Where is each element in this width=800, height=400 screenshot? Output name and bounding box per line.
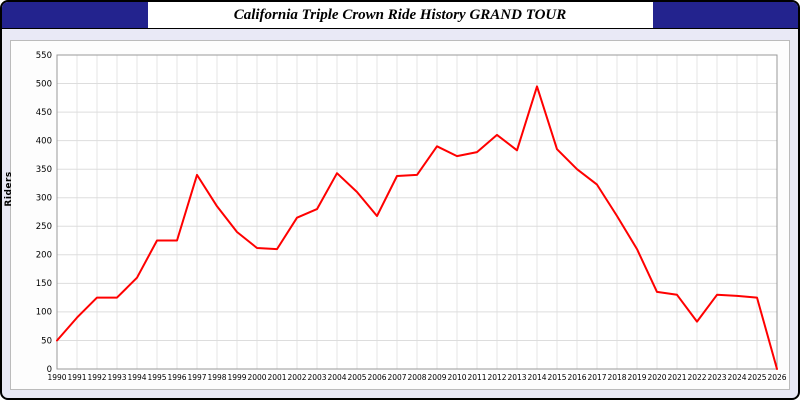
svg-text:2023: 2023 bbox=[707, 373, 726, 382]
svg-text:2012: 2012 bbox=[487, 373, 506, 382]
svg-text:1997: 1997 bbox=[187, 373, 206, 382]
svg-text:2024: 2024 bbox=[727, 373, 746, 382]
svg-text:2007: 2007 bbox=[387, 373, 406, 382]
svg-text:1990: 1990 bbox=[47, 373, 66, 382]
svg-text:2021: 2021 bbox=[667, 373, 686, 382]
svg-text:2013: 2013 bbox=[507, 373, 526, 382]
svg-text:2025: 2025 bbox=[747, 373, 766, 382]
svg-text:2011: 2011 bbox=[467, 373, 486, 382]
svg-text:100: 100 bbox=[36, 308, 52, 318]
page-title: California Triple Crown Ride History GRA… bbox=[233, 6, 567, 23]
svg-text:500: 500 bbox=[36, 79, 52, 89]
y-axis-label: Riders bbox=[4, 171, 14, 207]
svg-text:1995: 1995 bbox=[147, 373, 166, 382]
svg-text:2002: 2002 bbox=[287, 373, 306, 382]
svg-text:2022: 2022 bbox=[687, 373, 706, 382]
svg-text:2010: 2010 bbox=[447, 373, 466, 382]
svg-text:2018: 2018 bbox=[607, 373, 626, 382]
svg-text:2014: 2014 bbox=[527, 373, 546, 382]
svg-text:1999: 1999 bbox=[227, 373, 246, 382]
svg-text:1992: 1992 bbox=[87, 373, 106, 382]
svg-text:1991: 1991 bbox=[67, 373, 86, 382]
svg-text:2000: 2000 bbox=[247, 373, 266, 382]
chart-panel: Riders 1990 1991 1992 1993 1994 1995 1996 1997 1… bbox=[4, 40, 790, 390]
svg-text:2003: 2003 bbox=[307, 373, 326, 382]
svg-text:250: 250 bbox=[36, 222, 52, 232]
svg-text:1994: 1994 bbox=[127, 373, 146, 382]
svg-text:350: 350 bbox=[36, 165, 52, 175]
svg-text:450: 450 bbox=[36, 108, 52, 118]
svg-text:2020: 2020 bbox=[647, 373, 666, 382]
title-bar: California Triple Crown Ride History GRA… bbox=[2, 2, 798, 29]
svg-text:550: 550 bbox=[36, 51, 52, 61]
svg-text:2009: 2009 bbox=[427, 373, 446, 382]
svg-text:2001: 2001 bbox=[267, 373, 286, 382]
svg-text:2006: 2006 bbox=[367, 373, 386, 382]
svg-text:1996: 1996 bbox=[167, 373, 186, 382]
svg-text:2004: 2004 bbox=[327, 373, 346, 382]
svg-text:1998: 1998 bbox=[207, 373, 226, 382]
title-box: California Triple Crown Ride History GRA… bbox=[147, 2, 653, 28]
svg-text:2017: 2017 bbox=[587, 373, 606, 382]
line-chart: 1990 1991 1992 1993 1994 1995 1996 1997 1998 1999… bbox=[36, 51, 787, 382]
svg-text:50: 50 bbox=[41, 336, 52, 346]
svg-text:2026: 2026 bbox=[767, 373, 786, 382]
svg-text:1993: 1993 bbox=[107, 373, 126, 382]
svg-text:300: 300 bbox=[36, 194, 52, 204]
svg-text:400: 400 bbox=[36, 136, 52, 146]
svg-text:2015: 2015 bbox=[547, 373, 566, 382]
svg-text:2008: 2008 bbox=[407, 373, 426, 382]
svg-text:2016: 2016 bbox=[567, 373, 586, 382]
svg-text:2019: 2019 bbox=[627, 373, 646, 382]
svg-text:0: 0 bbox=[47, 365, 52, 375]
svg-text:150: 150 bbox=[36, 279, 52, 289]
svg-text:2005: 2005 bbox=[347, 373, 366, 382]
svg-text:200: 200 bbox=[36, 251, 52, 261]
